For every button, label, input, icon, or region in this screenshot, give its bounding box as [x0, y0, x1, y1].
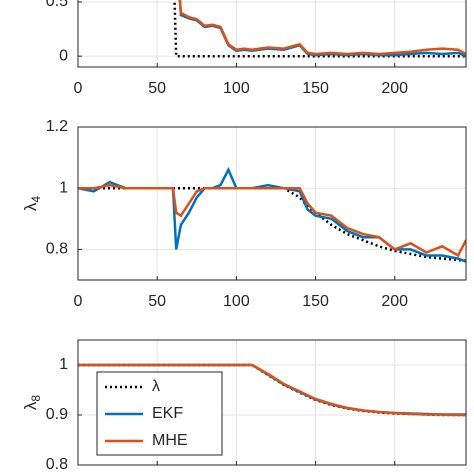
y-axis-label: λ4	[21, 196, 43, 212]
y-tick-label: 0.8	[46, 456, 68, 473]
y-tick-label: 1	[59, 179, 68, 196]
y-tick-label: 1	[59, 356, 68, 373]
y-tick-label: 0	[59, 47, 68, 64]
plot-area	[78, 127, 466, 280]
x-tick-label: 0	[74, 293, 83, 310]
axes-box	[77, 0, 467, 68]
legend-label: MHE	[152, 432, 188, 449]
y-label-base: λ	[21, 202, 40, 211]
line-series	[78, 363, 466, 417]
x-tick-label: 150	[302, 80, 329, 97]
y-label-base: λ	[21, 401, 40, 410]
y-tick-label: 0.5	[46, 0, 68, 10]
axes-box	[77, 339, 467, 466]
panel: 0 50 100 150 200 0 0.5	[46, 0, 467, 97]
x-tick-label: 200	[381, 80, 408, 97]
x-tick-label: 100	[223, 293, 250, 310]
line-series	[78, 186, 466, 262]
x-tick-label: 150	[302, 293, 329, 310]
x-tick-label: 50	[148, 293, 166, 310]
y-tick-label: 0.9	[46, 406, 68, 423]
line-series	[178, 0, 466, 56]
legend-label: λ	[152, 378, 160, 395]
panel: 0 50 100 150 200 0.8 1 1.2 λ4	[21, 118, 467, 310]
y-tick-label: 0.8	[46, 241, 68, 258]
y-tick-label: 1.2	[46, 118, 68, 135]
x-tick-label: 50	[148, 80, 166, 97]
y-label-sub: 4	[29, 196, 43, 203]
x-tick-label: 100	[223, 80, 250, 97]
x-tick-label: 0	[74, 80, 83, 97]
legend: λ EKF MHE	[96, 371, 223, 456]
axes-box	[77, 126, 467, 281]
y-label-sub: 8	[29, 395, 43, 402]
x-tick-label: 200	[381, 293, 408, 310]
line-series	[78, 183, 466, 258]
legend-label: EKF	[152, 405, 183, 422]
y-axis-label: λ8	[21, 395, 43, 411]
